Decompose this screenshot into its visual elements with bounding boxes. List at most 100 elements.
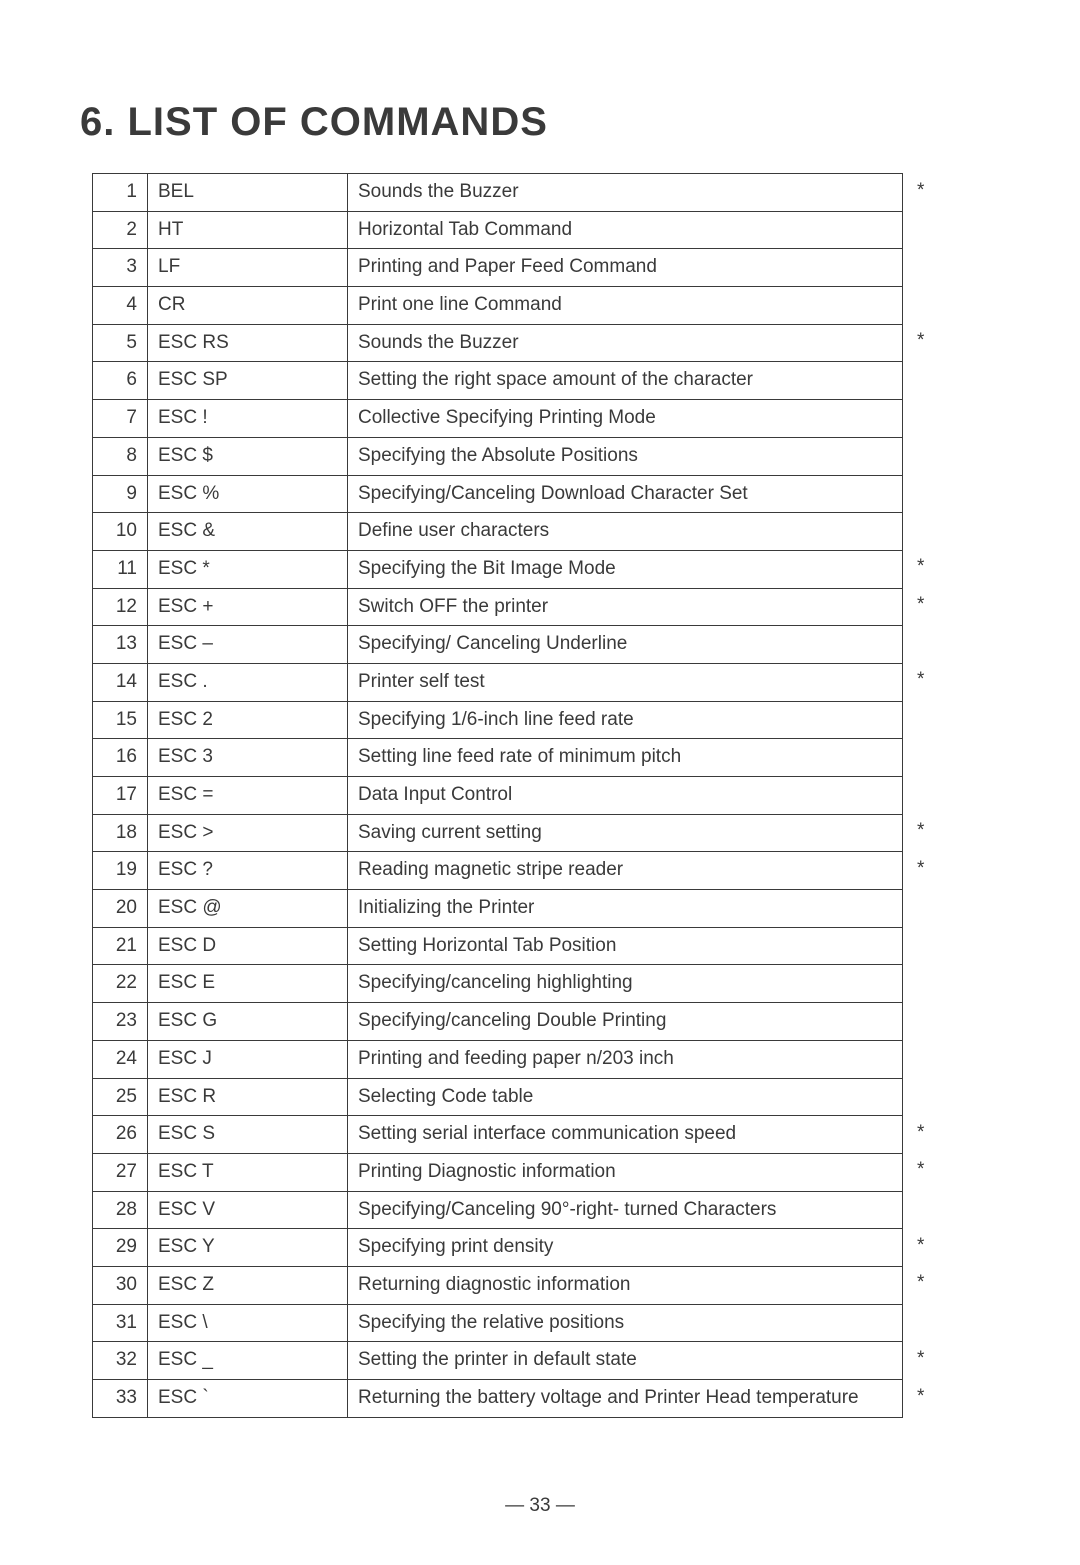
row-number: 26: [93, 1116, 148, 1154]
command-code: ESC &: [148, 513, 348, 551]
commands-table: 1BELSounds the Buzzer2HTHorizontal Tab C…: [92, 173, 903, 1418]
table-row: 32ESC _Setting the printer in default st…: [93, 1342, 903, 1380]
command-code: ESC RS: [148, 324, 348, 362]
command-code: ESC _: [148, 1342, 348, 1380]
command-code: ESC =: [148, 777, 348, 815]
command-description: Printing and feeding paper n/203 inch: [348, 1040, 903, 1078]
table-row: 25ESC RSelecting Code table: [93, 1078, 903, 1116]
command-description: Printing and Paper Feed Command: [348, 249, 903, 287]
footnote-star-icon: *: [917, 1235, 924, 1257]
table-row: 23ESC GSpecifying/canceling Double Print…: [93, 1003, 903, 1041]
row-number: 12: [93, 588, 148, 626]
footnote-star-icon: *: [917, 1386, 924, 1408]
command-code: ESC R: [148, 1078, 348, 1116]
table-row: 16ESC 3Setting line feed rate of minimum…: [93, 739, 903, 777]
command-description: Setting the right space amount of the ch…: [348, 362, 903, 400]
table-row: 28ESC VSpecifying/Canceling 90°-right- t…: [93, 1191, 903, 1229]
table-row: 10ESC &Define user characters: [93, 513, 903, 551]
row-number: 31: [93, 1304, 148, 1342]
command-description: Specifying/canceling highlighting: [348, 965, 903, 1003]
command-description: Horizontal Tab Command: [348, 211, 903, 249]
command-code: LF: [148, 249, 348, 287]
table-row: 24ESC JPrinting and feeding paper n/203 …: [93, 1040, 903, 1078]
table-row: 18ESC >Saving current setting: [93, 814, 903, 852]
table-row: 14ESC .Printer self test: [93, 663, 903, 701]
command-description: Collective Specifying Printing Mode: [348, 400, 903, 438]
footnote-star-icon: *: [917, 820, 924, 842]
footnote-star-icon: *: [917, 858, 924, 880]
commands-table-wrap: 1BELSounds the Buzzer2HTHorizontal Tab C…: [92, 173, 1010, 1418]
command-description: Specifying/Canceling 90°-right- turned C…: [348, 1191, 903, 1229]
footnote-star-icon: *: [917, 1122, 924, 1144]
table-row: 6ESC SPSetting the right space amount of…: [93, 362, 903, 400]
row-number: 10: [93, 513, 148, 551]
command-description: Initializing the Printer: [348, 890, 903, 928]
row-number: 2: [93, 211, 148, 249]
footnote-star-icon: *: [917, 1272, 924, 1294]
row-number: 1: [93, 174, 148, 212]
command-code: ESC 3: [148, 739, 348, 777]
command-code: ESC +: [148, 588, 348, 626]
row-number: 5: [93, 324, 148, 362]
command-code: ESC 2: [148, 701, 348, 739]
command-description: Data Input Control: [348, 777, 903, 815]
command-code: ESC ?: [148, 852, 348, 890]
row-number: 23: [93, 1003, 148, 1041]
command-description: Setting line feed rate of minimum pitch: [348, 739, 903, 777]
command-code: ESC $: [148, 437, 348, 475]
command-code: ESC \: [148, 1304, 348, 1342]
command-description: Specifying/canceling Double Printing: [348, 1003, 903, 1041]
table-row: 21ESC DSetting Horizontal Tab Position: [93, 927, 903, 965]
table-row: 3LFPrinting and Paper Feed Command: [93, 249, 903, 287]
row-number: 8: [93, 437, 148, 475]
row-number: 4: [93, 287, 148, 325]
command-description: Setting Horizontal Tab Position: [348, 927, 903, 965]
footnote-star-icon: *: [917, 180, 924, 202]
table-row: 9ESC %Specifying/Canceling Download Char…: [93, 475, 903, 513]
command-code: CR: [148, 287, 348, 325]
table-row: 2HTHorizontal Tab Command: [93, 211, 903, 249]
row-number: 13: [93, 626, 148, 664]
row-number: 30: [93, 1266, 148, 1304]
table-row: 19ESC ?Reading magnetic stripe reader: [93, 852, 903, 890]
table-row: 17ESC =Data Input Control: [93, 777, 903, 815]
command-code: ESC S: [148, 1116, 348, 1154]
footnote-star-icon: *: [917, 330, 924, 352]
table-row: 33ESC `Returning the battery voltage and…: [93, 1380, 903, 1418]
command-description: Returning the battery voltage and Printe…: [348, 1380, 903, 1418]
page-number: — 33 —: [0, 1495, 1080, 1517]
row-number: 17: [93, 777, 148, 815]
command-code: ESC D: [148, 927, 348, 965]
command-description: Specifying the Bit Image Mode: [348, 550, 903, 588]
footnote-star-icon: *: [917, 1159, 924, 1181]
command-description: Printer self test: [348, 663, 903, 701]
command-code: ESC –: [148, 626, 348, 664]
command-code: ESC >: [148, 814, 348, 852]
row-number: 24: [93, 1040, 148, 1078]
footnote-star-icon: *: [917, 669, 924, 691]
command-description: Setting the printer in default state: [348, 1342, 903, 1380]
command-description: Printing Diagnostic information: [348, 1153, 903, 1191]
row-number: 33: [93, 1380, 148, 1418]
command-code: ESC E: [148, 965, 348, 1003]
command-description: Returning diagnostic information: [348, 1266, 903, 1304]
row-number: 11: [93, 550, 148, 588]
command-code: HT: [148, 211, 348, 249]
command-description: Selecting Code table: [348, 1078, 903, 1116]
command-code: ESC @: [148, 890, 348, 928]
row-number: 9: [93, 475, 148, 513]
footnote-star-icon: *: [917, 594, 924, 616]
command-code: ESC Z: [148, 1266, 348, 1304]
table-row: 11ESC *Specifying the Bit Image Mode: [93, 550, 903, 588]
row-number: 19: [93, 852, 148, 890]
table-row: 5ESC RSSounds the Buzzer: [93, 324, 903, 362]
row-number: 27: [93, 1153, 148, 1191]
row-number: 28: [93, 1191, 148, 1229]
command-description: Specifying the relative positions: [348, 1304, 903, 1342]
table-row: 1BELSounds the Buzzer: [93, 174, 903, 212]
command-code: ESC J: [148, 1040, 348, 1078]
table-row: 27ESC TPrinting Diagnostic information: [93, 1153, 903, 1191]
footnote-star-icon: *: [917, 556, 924, 578]
row-number: 22: [93, 965, 148, 1003]
command-description: Define user characters: [348, 513, 903, 551]
